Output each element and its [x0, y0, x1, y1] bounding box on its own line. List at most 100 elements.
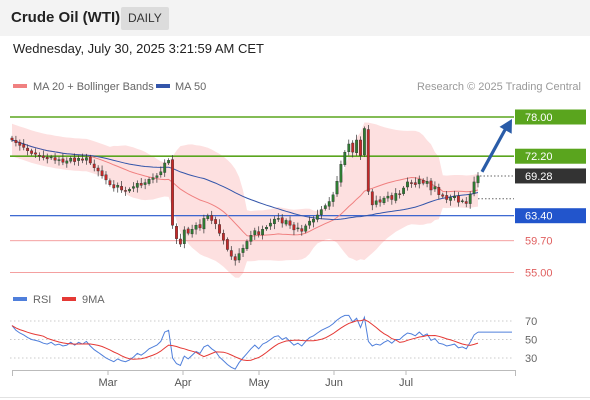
candle-body-72: [292, 224, 296, 231]
candle-body-43: [178, 238, 182, 245]
level-label-0: 78.00: [525, 112, 553, 124]
candle-body-31: [131, 186, 135, 189]
candle-body-115: [460, 200, 464, 203]
candle-body-74: [300, 228, 304, 232]
candle-body-3: [22, 144, 26, 148]
level-tag-3: [515, 208, 586, 224]
candle-body-64: [261, 228, 264, 236]
candle-body-108: [433, 186, 437, 190]
x-tick-label-apr: Apr: [174, 377, 191, 389]
rsi-legend-label: RSI: [33, 294, 51, 306]
candle-body-62: [253, 230, 257, 235]
candle-body-34: [143, 182, 147, 185]
candle-body-40: [167, 160, 170, 164]
candle-body-37: [155, 175, 159, 178]
candle-body-39: [163, 162, 167, 173]
candle-body-65: [265, 226, 268, 230]
timeframe-badge[interactable]: DAILY: [121, 7, 169, 30]
candle-body-15: [69, 157, 73, 162]
x-tick-label-jul: Jul: [399, 377, 413, 389]
timestamp: Wednesday, July 30, 2025 3:21:59 AM CET: [13, 41, 264, 56]
candle-body-116: [464, 201, 468, 204]
candle-body-73: [296, 227, 300, 230]
x-tick-label-may: May: [249, 377, 270, 389]
rsi-ma-legend-label: 9MA: [82, 294, 105, 306]
candle-body-14: [65, 160, 69, 164]
ma50-line: [11, 139, 479, 221]
rsi-line: [11, 314, 479, 370]
ma50-legend-label: MA 50: [175, 81, 206, 93]
candle-body-111: [445, 195, 449, 200]
candle-body-76: [308, 220, 311, 226]
candle-body-70: [284, 220, 288, 225]
x-axis: Mar Apr May Jun Jul: [0, 370, 590, 398]
candle-body-78: [316, 214, 319, 220]
candle-body-102: [410, 182, 413, 184]
ma20-legend-swatch: [13, 84, 27, 88]
rsi-ma-legend-swatch: [62, 297, 76, 301]
level-label-3: 63.40: [525, 211, 553, 223]
candle-body-105: [421, 179, 425, 184]
candle-body-77: [312, 218, 315, 223]
candle-body-106: [425, 180, 429, 184]
candle-body-88: [355, 139, 358, 154]
candle-body-63: [257, 231, 261, 235]
candle-body-21: [92, 163, 96, 168]
candle-body-118: [472, 181, 476, 194]
candle-body-44: [182, 229, 186, 244]
candle-body-93: [374, 200, 378, 205]
candle-body-97: [390, 195, 394, 200]
candle-body-58: [237, 253, 241, 261]
candle-body-42: [175, 225, 178, 239]
candle-body-1: [14, 140, 18, 143]
rsi-tick-70: 70: [525, 316, 537, 328]
candle-body-86: [347, 143, 351, 153]
candle-body-8: [41, 155, 45, 158]
candle-body-2: [18, 142, 22, 146]
candle-body-20: [88, 156, 92, 164]
candle-body-7: [38, 154, 41, 157]
candle-body-101: [406, 181, 409, 188]
candle-body-18: [81, 158, 84, 161]
rsi-panel: RSI 9MA 30 50 70: [10, 294, 537, 370]
ma20-line: [11, 139, 479, 237]
candle-body-59: [241, 247, 245, 253]
source-credit: Research © 2025 Trading Central: [417, 81, 581, 93]
candle-body-56: [229, 250, 233, 257]
candle-body-83: [335, 180, 339, 195]
candle-body-80: [323, 205, 327, 209]
candle-body-67: [273, 218, 276, 225]
candle-body-22: [96, 167, 100, 172]
candle-body-107: [429, 180, 433, 191]
candle-body-89: [359, 139, 362, 156]
candle-body-5: [30, 150, 33, 154]
level-tag-2: [515, 168, 586, 184]
candlesticks: [10, 125, 480, 266]
candle-body-28: [120, 186, 124, 191]
level-label-1: 72.20: [525, 151, 553, 163]
candle-body-117: [468, 193, 472, 204]
candle-body-38: [159, 171, 163, 176]
candle-body-9: [45, 156, 49, 160]
rsi-tick-30: 30: [525, 353, 537, 365]
candle-body-55: [225, 239, 229, 250]
candle-body-29: [124, 190, 127, 192]
candle-body-36: [151, 177, 155, 180]
candle-body-95: [382, 197, 386, 204]
candle-body-92: [370, 191, 374, 206]
rsi-tick-50: 50: [525, 335, 537, 347]
forecast-arrow-shaft: [480, 127, 508, 173]
candle-body-60: [245, 241, 249, 249]
candle-body-35: [147, 178, 151, 184]
moving-averages: [11, 139, 479, 237]
candle-body-104: [417, 178, 421, 185]
candle-body-25: [108, 180, 112, 185]
price-levels: 78.00 72.20 69.28 63.40 59.70 55.00: [10, 109, 586, 280]
candle-body-110: [441, 194, 445, 197]
candle-body-79: [319, 209, 323, 215]
bollinger-bands: [12, 122, 478, 278]
candle-body-12: [57, 159, 61, 161]
candle-body-48: [198, 224, 202, 229]
candle-body-45: [186, 228, 190, 234]
